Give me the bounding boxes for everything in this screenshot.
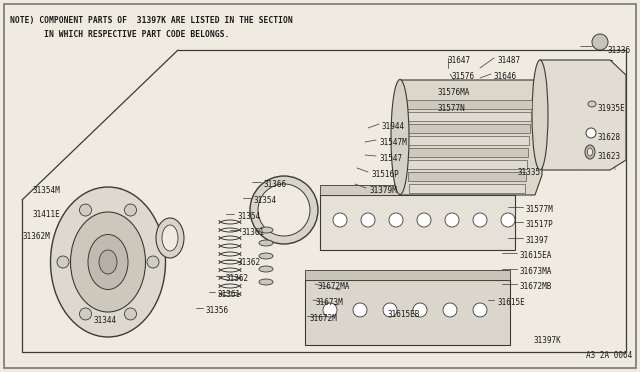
Ellipse shape (259, 279, 273, 285)
Ellipse shape (99, 250, 117, 274)
Ellipse shape (259, 240, 273, 246)
Circle shape (592, 34, 608, 50)
Polygon shape (540, 60, 626, 170)
Circle shape (79, 308, 92, 320)
Ellipse shape (259, 266, 273, 272)
Bar (403, 112, 531, 121)
Text: 31397: 31397 (526, 236, 549, 245)
Circle shape (501, 213, 515, 227)
Ellipse shape (259, 227, 273, 233)
Ellipse shape (162, 225, 178, 251)
Bar (408, 172, 526, 181)
Text: 31354M: 31354M (32, 186, 60, 195)
Circle shape (333, 213, 347, 227)
Circle shape (443, 303, 457, 317)
Ellipse shape (532, 60, 548, 170)
Text: 31647: 31647 (448, 56, 471, 65)
Text: 31354: 31354 (237, 212, 260, 221)
Text: 31615E: 31615E (497, 298, 525, 307)
Bar (402, 100, 532, 109)
Text: 31576MA: 31576MA (437, 88, 469, 97)
Ellipse shape (88, 234, 128, 289)
Bar (407, 160, 527, 169)
Bar (406, 148, 528, 157)
Text: 31361: 31361 (241, 228, 264, 237)
Text: 31577M: 31577M (526, 205, 554, 214)
Circle shape (57, 256, 69, 268)
Circle shape (383, 303, 397, 317)
Text: 31361: 31361 (218, 290, 241, 299)
Polygon shape (320, 195, 515, 250)
Text: 31487: 31487 (497, 56, 520, 65)
Circle shape (323, 303, 337, 317)
Polygon shape (320, 185, 515, 195)
Ellipse shape (585, 145, 595, 159)
Text: 31397K: 31397K (533, 336, 561, 345)
Ellipse shape (588, 148, 593, 156)
Text: 31944: 31944 (382, 122, 405, 131)
Text: 31356: 31356 (206, 306, 229, 315)
Text: 31354: 31354 (254, 196, 277, 205)
Circle shape (413, 303, 427, 317)
Text: 31362: 31362 (225, 274, 248, 283)
Circle shape (125, 204, 136, 216)
Text: 31344: 31344 (94, 316, 117, 325)
Text: 31615EB: 31615EB (388, 310, 420, 319)
Text: A3 2A 0064: A3 2A 0064 (586, 351, 632, 360)
Text: 31935E: 31935E (598, 104, 626, 113)
Text: 31547: 31547 (379, 154, 402, 163)
Circle shape (353, 303, 367, 317)
Text: IN WHICH RESPECTIVE PART CODE BELONGS.: IN WHICH RESPECTIVE PART CODE BELONGS. (10, 30, 229, 39)
Ellipse shape (391, 80, 409, 195)
Bar (404, 124, 530, 133)
Text: 31379M: 31379M (369, 186, 397, 195)
Text: 31673M: 31673M (316, 298, 344, 307)
Text: 31411E: 31411E (32, 210, 60, 219)
Text: 31517P: 31517P (526, 220, 554, 229)
Text: 31672M: 31672M (310, 314, 338, 323)
Bar (405, 136, 529, 145)
Text: 31673MA: 31673MA (520, 267, 552, 276)
Text: 31362: 31362 (237, 258, 260, 267)
Ellipse shape (259, 253, 273, 259)
Text: 31362M: 31362M (22, 232, 50, 241)
Ellipse shape (156, 218, 184, 258)
Circle shape (361, 213, 375, 227)
Circle shape (586, 128, 596, 138)
Text: 31672MA: 31672MA (318, 282, 350, 291)
Circle shape (417, 213, 431, 227)
Text: 31672MB: 31672MB (520, 282, 552, 291)
Ellipse shape (70, 212, 145, 312)
Polygon shape (305, 280, 510, 345)
Ellipse shape (250, 176, 318, 244)
Text: 31628: 31628 (598, 133, 621, 142)
Text: 31577N: 31577N (437, 104, 465, 113)
Circle shape (473, 303, 487, 317)
Ellipse shape (51, 187, 166, 337)
Text: 31366: 31366 (264, 180, 287, 189)
Polygon shape (395, 80, 542, 195)
Circle shape (473, 213, 487, 227)
Polygon shape (305, 270, 510, 280)
Text: 31336: 31336 (608, 46, 631, 55)
Bar (409, 184, 525, 193)
Ellipse shape (258, 184, 310, 236)
Text: 31646: 31646 (494, 72, 517, 81)
Circle shape (389, 213, 403, 227)
Circle shape (79, 204, 92, 216)
Text: 31547M: 31547M (379, 138, 407, 147)
Text: 31335: 31335 (518, 168, 541, 177)
Text: 31615EA: 31615EA (520, 251, 552, 260)
Circle shape (147, 256, 159, 268)
Text: 31623: 31623 (598, 152, 621, 161)
Ellipse shape (588, 101, 596, 107)
FancyBboxPatch shape (4, 4, 636, 368)
Text: NOTE) COMPONENT PARTS OF  31397K ARE LISTED IN THE SECTION: NOTE) COMPONENT PARTS OF 31397K ARE LIST… (10, 16, 292, 25)
Text: 31576: 31576 (451, 72, 474, 81)
Circle shape (125, 308, 136, 320)
Circle shape (445, 213, 459, 227)
Text: 31516P: 31516P (371, 170, 399, 179)
